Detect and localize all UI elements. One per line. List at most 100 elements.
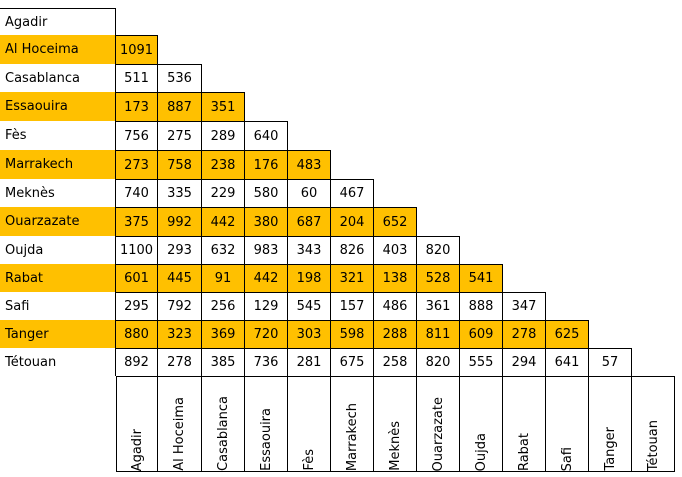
distance-cell: 295	[116, 292, 158, 320]
distance-cell: 129	[245, 292, 288, 320]
distance-cell: 983	[245, 236, 288, 264]
distance-cell: 811	[417, 320, 460, 348]
distance-cell: 720	[245, 320, 288, 348]
distance-cell: 403	[374, 236, 417, 264]
column-header-label: Safi	[559, 446, 575, 471]
distance-cell: 992	[158, 207, 202, 236]
distance-cell: 275	[158, 121, 202, 150]
row-label: Tanger	[0, 320, 116, 348]
distance-cell: 256	[202, 292, 245, 320]
distance-cell: 57	[589, 348, 632, 376]
distance-cell: 198	[288, 264, 331, 292]
distance-cell: 281	[288, 348, 331, 376]
distance-cell: 640	[245, 121, 288, 150]
distance-cell: 880	[116, 320, 158, 348]
column-header: Safi	[546, 376, 589, 472]
distance-cell: 536	[158, 64, 202, 92]
distance-cell: 442	[202, 207, 245, 236]
row-label: Al Hoceima	[0, 35, 116, 64]
distance-cell: 609	[460, 320, 503, 348]
distance-cell: 323	[158, 320, 202, 348]
row-label: Essaouira	[0, 92, 116, 121]
distance-cell: 380	[245, 207, 288, 236]
distance-cell: 528	[417, 264, 460, 292]
distance-cell: 369	[202, 320, 245, 348]
distance-cell: 736	[245, 348, 288, 376]
distance-cell: 820	[417, 236, 460, 264]
row-label: Tétouan	[0, 348, 116, 376]
distance-cell: 361	[417, 292, 460, 320]
distance-cell: 229	[202, 179, 245, 207]
distance-cell: 375	[116, 207, 158, 236]
column-header-label: Marrakech	[344, 402, 360, 471]
distance-cell: 740	[116, 179, 158, 207]
column-header: Ouarzazate	[417, 376, 460, 472]
distance-cell: 303	[288, 320, 331, 348]
column-header: Casablanca	[202, 376, 245, 472]
distance-cell: 445	[158, 264, 202, 292]
column-header-label: Casablanca	[215, 396, 231, 471]
distance-cell: 887	[158, 92, 202, 121]
column-header-label: Tanger	[602, 427, 618, 471]
row-label: Marrakech	[0, 150, 116, 179]
column-header-label: Ouarzazate	[430, 396, 446, 471]
row-label: Fès	[0, 121, 116, 150]
distance-cell: 598	[331, 320, 374, 348]
distance-cell: 343	[288, 236, 331, 264]
distance-cell: 601	[116, 264, 158, 292]
distance-cell: 351	[202, 92, 245, 121]
distance-cell: 347	[503, 292, 546, 320]
distance-cell: 888	[460, 292, 503, 320]
distance-cell: 511	[116, 64, 158, 92]
distance-cell: 892	[116, 348, 158, 376]
distance-cell: 278	[503, 320, 546, 348]
distance-cell: 541	[460, 264, 503, 292]
distance-cell: 442	[245, 264, 288, 292]
distance-cell: 580	[245, 179, 288, 207]
distance-cell: 293	[158, 236, 202, 264]
distance-cell: 138	[374, 264, 417, 292]
row-label: Meknès	[0, 179, 116, 207]
distance-cell: 278	[158, 348, 202, 376]
column-header-label: Al Hoceima	[172, 397, 187, 471]
distance-cell: 486	[374, 292, 417, 320]
column-header: Tétouan	[632, 376, 675, 472]
distance-cell: 545	[288, 292, 331, 320]
distance-cell: 273	[116, 150, 158, 179]
distance-cell: 555	[460, 348, 503, 376]
distance-cell: 641	[546, 348, 589, 376]
distance-cell: 632	[202, 236, 245, 264]
column-header-label: Tétouan	[645, 419, 661, 471]
distance-cell: 1100	[116, 236, 158, 264]
row-label: Rabat	[0, 264, 116, 292]
distance-cell: 820	[417, 348, 460, 376]
row-label: Safi	[0, 292, 116, 320]
distance-cell: 1091	[116, 35, 158, 64]
distance-cell: 687	[288, 207, 331, 236]
distance-cell: 625	[546, 320, 589, 348]
distance-cell: 675	[331, 348, 374, 376]
distance-cell: 792	[158, 292, 202, 320]
row-label: Ouarzazate	[0, 207, 116, 236]
distance-cell: 335	[158, 179, 202, 207]
distance-cell: 756	[116, 121, 158, 150]
distance-cell: 294	[503, 348, 546, 376]
distance-cell: 758	[158, 150, 202, 179]
distance-cell: 258	[374, 348, 417, 376]
distance-cell: 157	[331, 292, 374, 320]
column-header: Meknès	[374, 376, 417, 472]
column-header: Marrakech	[331, 376, 374, 472]
distance-cell: 238	[202, 150, 245, 179]
row-label: Agadir	[0, 8, 116, 35]
column-header: Al Hoceima	[158, 376, 202, 472]
distance-cell: 176	[245, 150, 288, 179]
distance-cell: 467	[331, 179, 374, 207]
column-header: Rabat	[503, 376, 546, 472]
column-header-label: Essaouira	[258, 408, 274, 471]
column-header-label: Oujda	[473, 432, 489, 471]
column-header-label: Meknès	[387, 421, 403, 471]
distance-cell: 288	[374, 320, 417, 348]
row-label: Oujda	[0, 236, 116, 264]
distance-cell: 60	[288, 179, 331, 207]
